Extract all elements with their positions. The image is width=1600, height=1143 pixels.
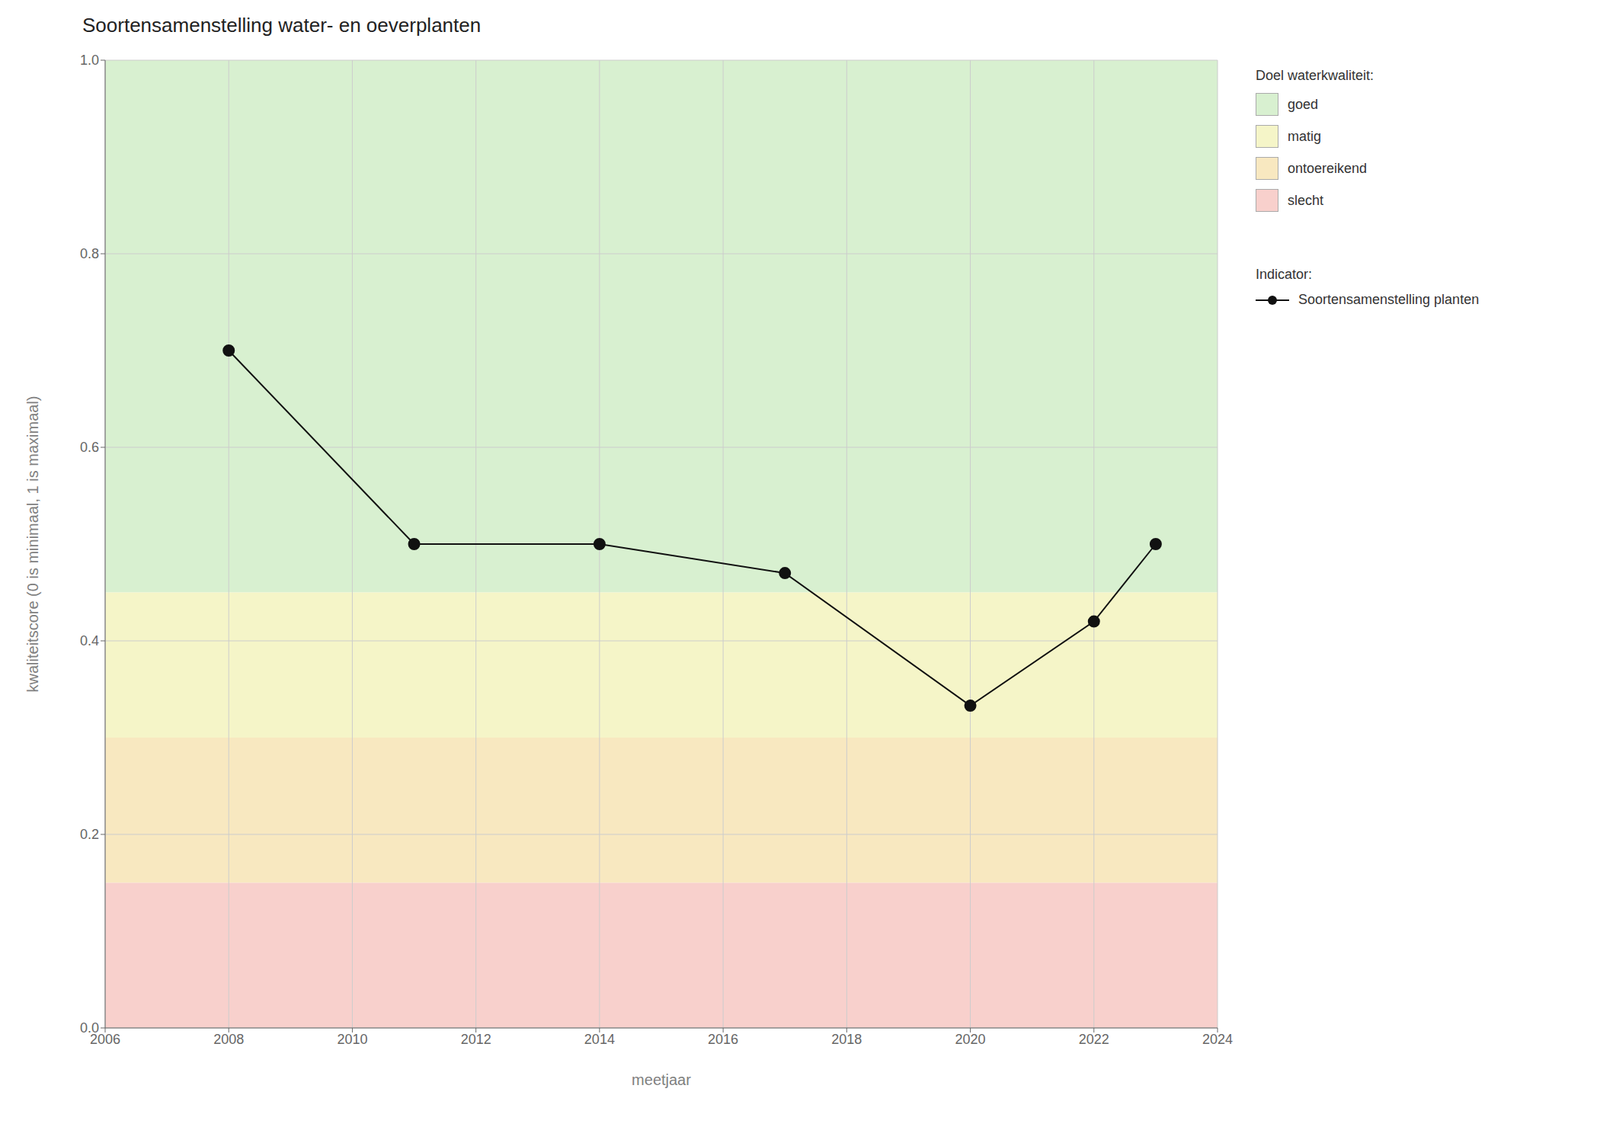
svg-text:2022: 2022 bbox=[1078, 1031, 1110, 1047]
svg-text:0.0: 0.0 bbox=[80, 1020, 100, 1036]
svg-text:2014: 2014 bbox=[584, 1031, 615, 1047]
svg-text:2024: 2024 bbox=[1202, 1031, 1233, 1047]
svg-text:meetjaar: meetjaar bbox=[631, 1071, 692, 1088]
html-text:ontoereikend: ontoereikend bbox=[1287, 160, 1367, 176]
svg-text:2012: 2012 bbox=[460, 1031, 492, 1047]
html-text:goed: goed bbox=[1287, 96, 1319, 112]
svg-text:2018: 2018 bbox=[831, 1031, 862, 1047]
svg-text:2010: 2010 bbox=[336, 1031, 368, 1047]
svg-text:2016: 2016 bbox=[707, 1031, 739, 1047]
svg-text:2006: 2006 bbox=[89, 1031, 121, 1047]
svg-text:2020: 2020 bbox=[955, 1031, 986, 1047]
svg-text:kwaliteitscore (0 is minimaal,: kwaliteitscore (0 is minimaal, 1 is maxi… bbox=[24, 396, 42, 693]
svg-text:0.4: 0.4 bbox=[80, 633, 100, 649]
html-text:Doel waterkwaliteit:: Doel waterkwaliteit: bbox=[1255, 67, 1374, 84]
html-text:Soortensamenstelling planten: Soortensamenstelling planten bbox=[1298, 291, 1480, 308]
html-text:Indicator:: Indicator: bbox=[1255, 266, 1312, 282]
svg-text:2008: 2008 bbox=[213, 1031, 244, 1047]
svg-text:1.0: 1.0 bbox=[80, 52, 100, 68]
svg-text:0.6: 0.6 bbox=[80, 439, 100, 455]
html-text:slecht: slecht bbox=[1287, 192, 1324, 208]
svg-text:0.2: 0.2 bbox=[80, 826, 100, 842]
html-text:matig: matig bbox=[1287, 128, 1322, 144]
svg-text:0.8: 0.8 bbox=[80, 246, 100, 262]
html-text:Soortensamenstelling water- en: Soortensamenstelling water- en oeverplan… bbox=[82, 13, 481, 37]
